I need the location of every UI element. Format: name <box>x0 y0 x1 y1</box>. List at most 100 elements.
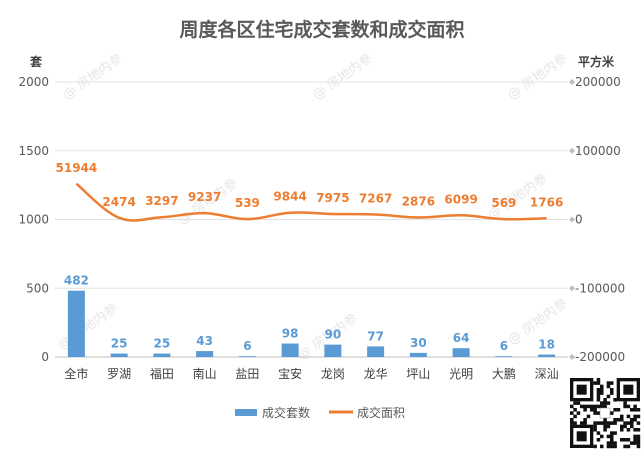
qr-module <box>596 388 601 392</box>
qr-module <box>606 394 611 399</box>
right-axis-unit: 平方米 <box>578 54 615 69</box>
qr-finder-inner <box>576 431 587 442</box>
right-tick-marker <box>569 216 575 223</box>
qr-module <box>576 411 581 415</box>
qr-module <box>573 408 577 412</box>
qr-module <box>600 434 604 439</box>
qr-module <box>596 394 601 399</box>
line-series: 51944 2474 3297 9237 539 9844 7975 7267 2876 6099… <box>56 161 563 222</box>
right-tick-marker <box>569 79 575 85</box>
qr-module <box>603 418 607 422</box>
qr-module <box>580 421 584 425</box>
bar <box>196 351 214 357</box>
qr-module <box>620 424 624 429</box>
category-label: 大鹏 <box>492 367 516 381</box>
right-tick-marker <box>569 354 575 360</box>
right-tick-marker <box>569 285 575 292</box>
bar <box>409 352 427 357</box>
qr-module <box>620 438 624 442</box>
watermark-text: @ 房地内参 <box>505 50 571 103</box>
qr-module <box>623 424 627 429</box>
line-value-label: 3297 <box>145 194 178 208</box>
bar-value-label: 6 <box>243 339 251 353</box>
qr-module <box>610 381 614 385</box>
legend-swatch-bar <box>235 409 257 416</box>
line-value-label: 1766 <box>530 195 563 209</box>
bar-value-label: 30 <box>410 336 427 350</box>
bar-value-label: 90 <box>325 328 342 342</box>
qr-module <box>606 424 611 429</box>
qr-module <box>610 391 614 395</box>
qr-module <box>623 444 627 449</box>
qr-module <box>636 408 641 412</box>
qr-module <box>633 438 637 442</box>
category-label: 深汕 <box>535 367 559 381</box>
qr-module <box>603 404 607 409</box>
qr-module <box>583 418 587 422</box>
qr-module <box>626 444 631 449</box>
category-labels: 全市 罗湖 福田 南山 盐田 宝安 龙岗 龙华 坪山 光明 大鹏 深汕 <box>64 366 558 381</box>
qr-module <box>593 411 597 415</box>
line-value-label: 2876 <box>402 195 435 209</box>
bar-value-label: 43 <box>196 334 213 348</box>
qr-module <box>573 421 577 425</box>
line-value-label: 51944 <box>56 161 98 175</box>
qr-module <box>596 404 601 409</box>
qr-module <box>610 421 614 425</box>
qr-module <box>596 381 601 385</box>
left-tick-label: 2000 <box>18 75 49 89</box>
qr-module <box>633 434 637 439</box>
qr-module <box>620 418 624 422</box>
right-tick-marker <box>569 147 575 154</box>
bar <box>153 353 171 357</box>
qr-module <box>600 391 604 395</box>
qr-logo <box>599 407 611 419</box>
line-value-label: 7267 <box>359 192 392 206</box>
right-tick-label: -100000 <box>575 281 625 295</box>
qr-module <box>636 421 641 425</box>
qr-module <box>590 408 594 412</box>
qr-module <box>586 404 591 409</box>
chart-title: 周度各区住宅成交套数和成交面积 <box>179 18 464 41</box>
qr-module <box>570 411 574 415</box>
qr-module <box>633 428 637 432</box>
category-label: 坪山 <box>406 367 430 381</box>
category-label: 罗湖 <box>107 366 131 381</box>
qr-module <box>613 418 617 422</box>
bar-value-label: 482 <box>64 274 89 288</box>
qr-module <box>596 398 601 402</box>
qr-module <box>610 431 614 435</box>
left-tick-label: 0 <box>41 350 49 364</box>
category-label: 全市 <box>64 366 88 381</box>
qr-module <box>606 401 611 405</box>
qr-module <box>596 431 601 435</box>
category-label: 福田 <box>150 366 174 381</box>
qr-module <box>630 441 634 445</box>
qr-module <box>610 444 614 449</box>
qr-module <box>570 418 574 422</box>
line-value-label: 7975 <box>316 191 349 205</box>
qr-module <box>606 384 611 389</box>
watermark-text: @ 房地内参 <box>310 50 376 103</box>
qr-module <box>603 401 607 405</box>
bar-value-label: 25 <box>111 337 128 351</box>
qr-module <box>610 388 614 392</box>
area-series-line <box>75 182 547 222</box>
bar <box>238 356 256 357</box>
category-label: 光明 <box>449 367 473 381</box>
bar <box>452 348 470 357</box>
qr-module <box>596 378 601 382</box>
left-tick-label: 1500 <box>18 144 49 158</box>
qr-module <box>606 381 611 385</box>
left-tick-label: 500 <box>26 281 49 295</box>
qr-module <box>633 404 637 409</box>
bar-value-label: 77 <box>367 329 384 343</box>
qr-module <box>600 404 604 409</box>
qr-module <box>590 404 594 409</box>
qr-module <box>633 418 637 422</box>
qr-module <box>613 444 617 449</box>
left-tick-label: 1000 <box>18 213 49 227</box>
qr-module <box>630 421 634 425</box>
qr-code <box>570 378 641 449</box>
qr-module <box>603 424 607 429</box>
